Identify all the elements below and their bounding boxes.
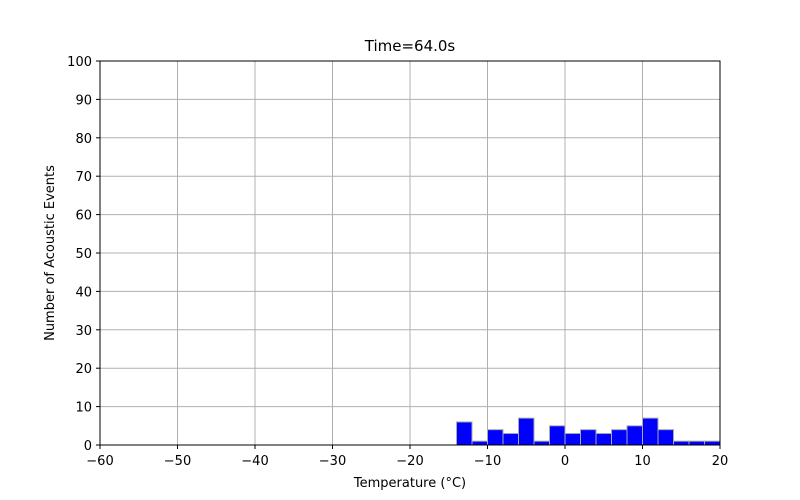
y-tick-label: 20 <box>75 362 92 377</box>
histogram-bar <box>564 432 581 446</box>
x-tick-label: −20 <box>396 454 423 469</box>
y-tick-label: 10 <box>75 401 92 416</box>
x-tick-label: −50 <box>164 454 191 469</box>
y-tick-label: 100 <box>67 55 92 70</box>
histogram-bar <box>595 432 612 446</box>
x-tick-label: −40 <box>241 454 268 469</box>
histogram-bar <box>549 425 566 446</box>
histogram-bar <box>580 429 597 446</box>
grid-lines <box>99 60 721 446</box>
y-tick-label: 90 <box>75 93 92 108</box>
y-axis-title: Number of Acoustic Events <box>43 165 58 341</box>
x-tick-label: −30 <box>319 454 346 469</box>
x-tick-label: 20 <box>712 454 729 469</box>
histogram-bar <box>487 429 504 446</box>
y-axis-ticks: 0 10 20 30 40 50 60 70 80 90 100 <box>67 55 100 454</box>
histogram-bar <box>533 440 550 446</box>
y-tick-label: 60 <box>75 209 92 224</box>
x-tick-label: −10 <box>474 454 501 469</box>
chart-title: Time=64.0s <box>364 37 456 55</box>
x-tick-label: 10 <box>634 454 651 469</box>
y-tick-label: 0 <box>84 439 92 454</box>
histogram-bar <box>626 425 643 446</box>
histogram-bar <box>642 417 659 446</box>
histogram-bar <box>688 440 705 446</box>
x-tick-label: 0 <box>561 454 569 469</box>
histogram-bar <box>704 440 721 446</box>
y-tick-label: 80 <box>75 132 92 147</box>
y-tick-label: 40 <box>75 285 92 300</box>
y-tick-label: 70 <box>75 170 92 185</box>
x-axis-ticks: −60 −50 −40 −30 −20 −10 0 10 20 <box>86 445 728 469</box>
histogram-bar <box>673 440 690 446</box>
histogram-bar <box>518 417 535 446</box>
y-tick-label: 30 <box>75 324 92 339</box>
histogram-bar <box>502 432 519 446</box>
histogram-bar <box>657 429 674 446</box>
histogram-bar <box>456 421 473 446</box>
x-tick-label: −60 <box>86 454 113 469</box>
histogram-bar <box>471 440 488 446</box>
x-axis-title: Temperature (°C) <box>353 476 466 491</box>
y-tick-label: 50 <box>75 247 92 262</box>
histogram-bar <box>611 429 628 446</box>
